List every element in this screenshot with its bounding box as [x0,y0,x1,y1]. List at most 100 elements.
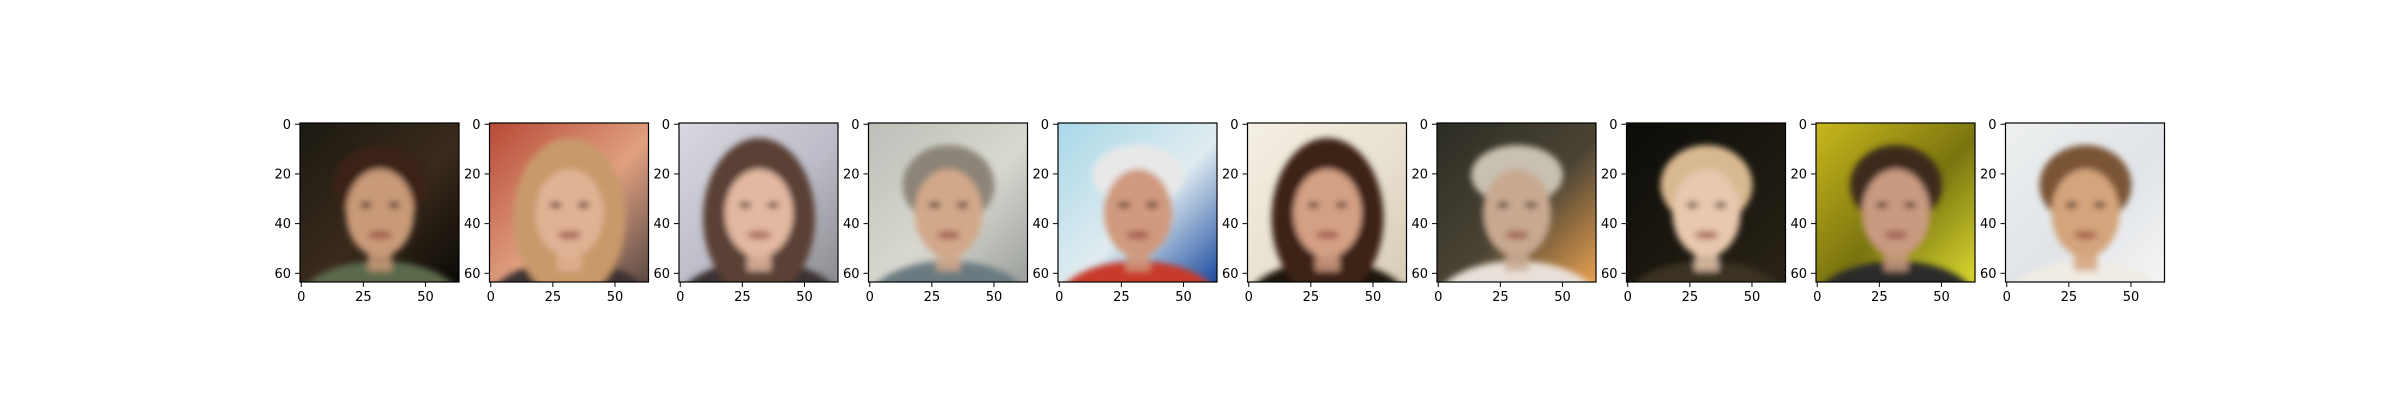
y-tick-label: 60 [1790,267,1807,282]
mouth [1126,231,1150,239]
image-panel: 0 20 40 60 0 25 50 [1980,118,2166,305]
generated-face-image [1626,123,1786,282]
right-eye [388,202,400,208]
y-tick-label: 60 [1032,267,1049,282]
left-eye [360,202,372,208]
mouth [368,231,392,239]
y-tick-label: 0 [851,118,859,133]
left-eye [549,202,562,208]
y-tick-label: 0 [1230,118,1238,133]
x-tick-label: 50 [2123,290,2140,305]
x-tick-label: 25 [1113,290,1130,305]
left-eye [928,202,941,208]
generated-face-image [1816,123,1975,282]
generated-face-image [679,123,838,282]
left-eye [1118,202,1130,208]
axes-frame [1057,122,1218,283]
y-tick-label: 40 [843,217,860,232]
x-tick-label: 50 [607,290,624,305]
x-tick-label: 25 [734,290,751,305]
image-panel: 0 20 40 60 0 25 50 [1601,118,1787,305]
x-tick-label: 50 [986,290,1003,305]
left-eye [1497,202,1509,208]
image-panel: 0 20 40 60 0 25 50 [1222,118,1408,305]
y-tick-label: 60 [1601,267,1618,282]
shoulders-shape [1446,261,1588,282]
y-tick-label: 40 [464,217,481,232]
y-tick-label: 60 [653,267,670,282]
left-eye [1876,202,1888,208]
face-shape [346,169,414,257]
x-tick-label: 25 [1303,290,1320,305]
axes-frame [1815,122,1976,283]
right-eye [1146,202,1158,208]
y-tick-label: 20 [1032,167,1049,182]
y-tick-label: 0 [1420,118,1428,133]
generated-face-image [489,123,649,282]
image-panel: 0 20 40 60 0 25 50 [653,118,839,305]
panels-group: 0 20 40 60 0 25 50 0 20 40 60 0 25 50 0 20 40 60 0 25 50 0 20 4… [274,118,2166,305]
left-eye [739,202,751,208]
y-tick-label: 20 [1790,167,1807,182]
x-tick-label: 25 [545,290,562,305]
face-shape [535,169,604,257]
axes-frame [678,122,839,283]
y-tick-label: 60 [1222,267,1239,282]
image-panel: 0 20 40 60 0 25 50 [274,118,460,305]
y-tick-label: 40 [1411,217,1428,232]
shoulders-shape [1825,261,1967,282]
y-tick-label: 60 [843,267,860,282]
face-shape [725,169,793,257]
x-tick-label: 50 [417,290,434,305]
y-tick-label: 20 [653,167,670,182]
y-tick-label: 40 [653,217,670,232]
face-shape [1862,169,1930,257]
x-tick-label: 0 [866,290,874,305]
shoulders-shape [878,261,1019,282]
axes-frame [1246,122,1408,283]
right-eye [2093,202,2106,208]
mouth [557,231,582,239]
mouth [1694,231,1719,239]
x-tick-label: 50 [1554,290,1571,305]
x-tick-label: 0 [676,290,684,305]
axes-frame [1436,122,1597,283]
y-tick-label: 20 [1411,167,1428,182]
x-tick-label: 25 [2061,290,2078,305]
generated-face-image [300,123,459,282]
right-eye [577,202,590,208]
left-eye [1307,202,1320,208]
x-tick-label: 25 [355,290,372,305]
image-panel: 0 20 40 60 0 25 50 [1032,118,1218,305]
x-tick-label: 0 [1245,290,1253,305]
y-tick-label: 0 [1041,118,1049,133]
y-tick-label: 60 [1411,267,1428,282]
y-tick-label: 20 [464,167,481,182]
right-eye [1904,202,1916,208]
y-tick-label: 20 [1601,167,1618,182]
image-panel: 0 20 40 60 0 25 50 [1411,118,1597,305]
x-tick-label: 0 [297,290,305,305]
x-tick-label: 50 [1933,290,1950,305]
left-eye [2065,202,2078,208]
face-shape [1104,169,1172,257]
y-tick-label: 40 [1222,217,1239,232]
y-tick-label: 20 [843,167,860,182]
mouth [747,231,771,239]
x-tick-label: 0 [1624,290,1632,305]
right-eye [1525,202,1537,208]
x-tick-label: 0 [1813,290,1821,305]
shoulders-shape [309,261,451,282]
mouth [1505,231,1529,239]
generated-face-image [1058,123,1217,282]
image-panel: 0 20 40 60 0 25 50 [464,118,650,305]
x-tick-label: 25 [1682,290,1699,305]
y-tick-label: 20 [1980,167,1997,182]
mouth [1884,231,1908,239]
y-tick-label: 0 [1988,118,1996,133]
image-panel: 0 20 40 60 0 25 50 [843,118,1029,305]
mouth [2073,231,2098,239]
axes-frame [1625,122,1787,283]
generated-face-image [868,123,1028,282]
